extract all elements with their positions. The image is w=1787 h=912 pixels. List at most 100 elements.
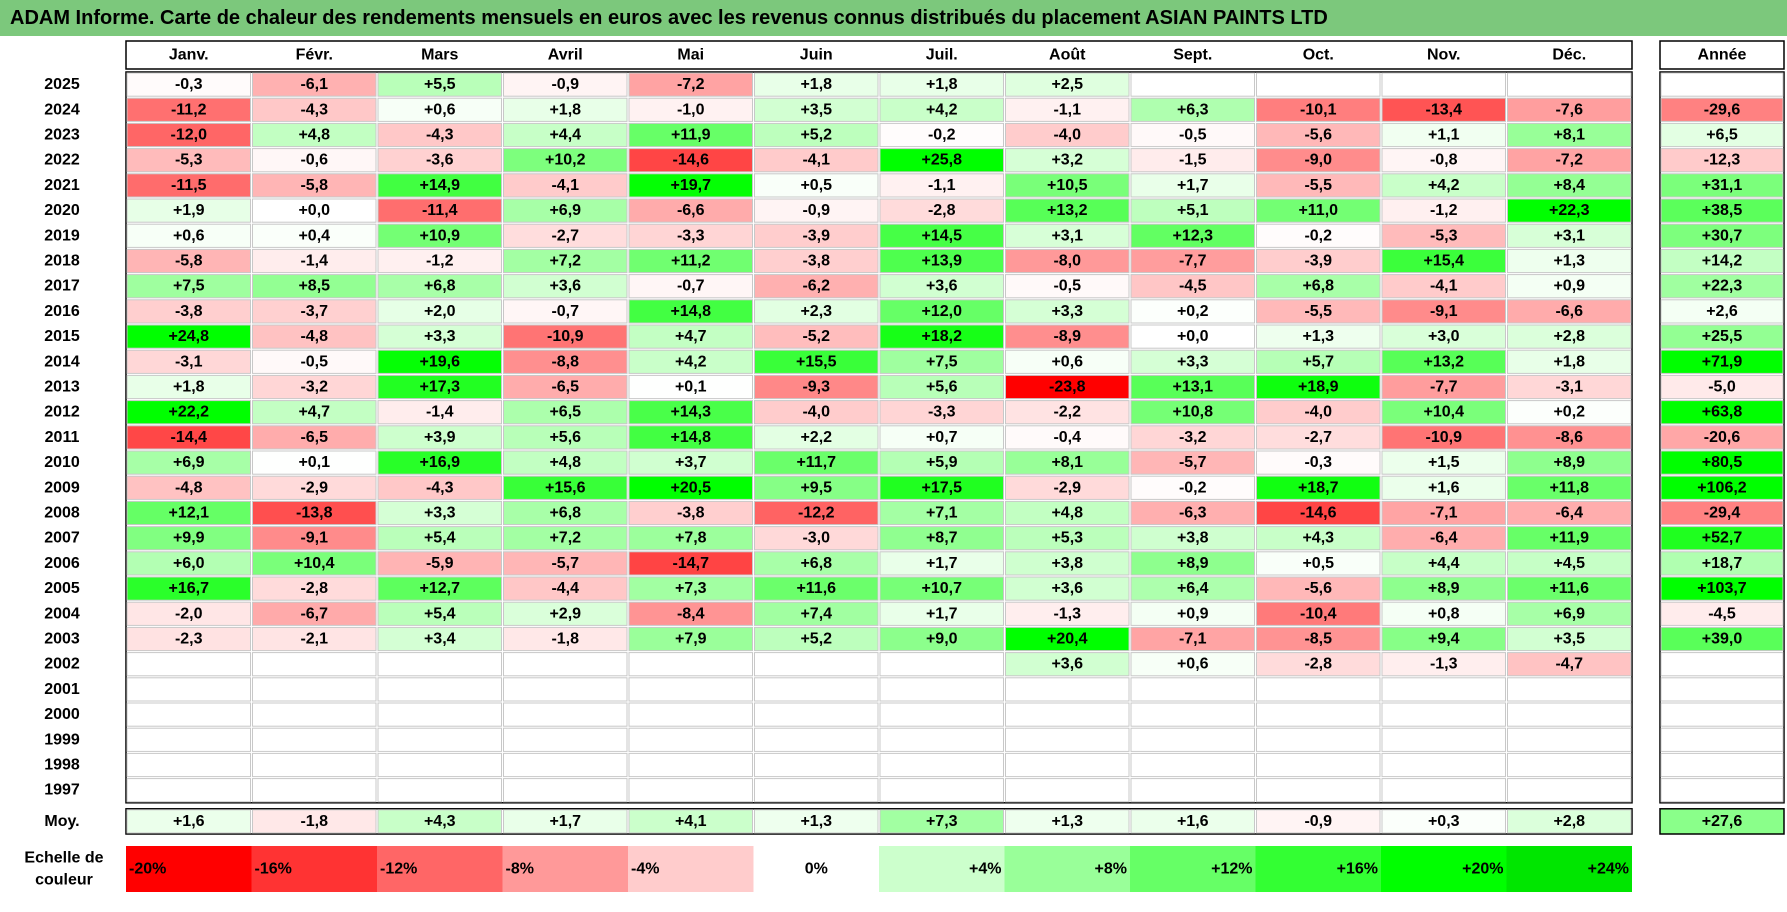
heatmap-cell bbox=[879, 626, 1004, 652]
cell-value: +8,9 bbox=[1177, 555, 1209, 572]
heatmap-cell bbox=[1381, 475, 1506, 500]
cell-value: -14,7 bbox=[673, 555, 710, 572]
average-value: +1,3 bbox=[1051, 813, 1083, 830]
cell-value: +15,5 bbox=[796, 353, 837, 370]
heatmap-cell bbox=[252, 778, 377, 803]
heatmap-cell bbox=[1130, 299, 1255, 324]
year-label-2011: 2011 bbox=[45, 429, 80, 446]
cell-value: +11,6 bbox=[796, 580, 836, 597]
cell-value: +7,2 bbox=[549, 253, 581, 270]
average-value: +1,6 bbox=[173, 813, 205, 830]
heatmap-cell bbox=[1256, 500, 1381, 526]
heatmap-cell bbox=[754, 752, 879, 778]
cell-value: -6,6 bbox=[1555, 303, 1583, 320]
heatmap-cell bbox=[628, 122, 753, 148]
cell-value: +1,5 bbox=[1428, 454, 1460, 471]
cell-value: +15,4 bbox=[1424, 253, 1465, 270]
average-cell bbox=[1256, 809, 1381, 834]
average-cell bbox=[503, 809, 628, 834]
heatmap-cell bbox=[628, 752, 753, 778]
annual-value: +30,7 bbox=[1702, 227, 1743, 244]
heatmap-cell bbox=[1381, 97, 1506, 122]
cell-value: +1,8 bbox=[173, 379, 205, 396]
month-header-5: Mai bbox=[677, 47, 704, 64]
cell-value: +7,1 bbox=[926, 505, 958, 522]
cell-value: -10,9 bbox=[547, 328, 584, 345]
cell-value: +6,5 bbox=[549, 404, 581, 421]
heatmap-cell bbox=[377, 324, 502, 349]
heatmap-cell bbox=[377, 72, 502, 97]
cell-value: -3,6 bbox=[426, 152, 454, 169]
month-header-1: Janv. bbox=[169, 47, 209, 64]
cell-value: +3,1 bbox=[1553, 227, 1585, 244]
heatmap-cell bbox=[1507, 198, 1632, 223]
heatmap-cell bbox=[252, 198, 377, 223]
heatmap-cell bbox=[1130, 727, 1255, 752]
annual-cell bbox=[1660, 526, 1784, 551]
heatmap-cell bbox=[754, 72, 879, 97]
cell-value: +3,6 bbox=[549, 278, 581, 295]
cell-value: -2,9 bbox=[1053, 479, 1081, 496]
year-label-2010: 2010 bbox=[44, 454, 80, 471]
heatmap-cell bbox=[754, 122, 879, 148]
heatmap-cell bbox=[252, 72, 377, 97]
cell-value: +3,9 bbox=[424, 429, 456, 446]
cell-value: -6,5 bbox=[300, 429, 328, 446]
heatmap-cell bbox=[1130, 677, 1255, 702]
heatmap-cell bbox=[754, 652, 879, 677]
cell-value: +14,8 bbox=[671, 303, 712, 320]
cell-value: -0,2 bbox=[1179, 479, 1207, 496]
heatmap-cell bbox=[1005, 652, 1130, 677]
heatmap-cell bbox=[126, 551, 251, 576]
heatmap-cell bbox=[503, 274, 628, 299]
heatmap-cell bbox=[377, 173, 502, 198]
month-header-11: Nov. bbox=[1427, 47, 1460, 64]
cell-value: -8,9 bbox=[1053, 328, 1081, 345]
heatmap-cell bbox=[1381, 122, 1506, 148]
average-cell bbox=[1507, 809, 1632, 834]
heatmap-cell bbox=[1130, 400, 1255, 425]
heatmap-cell bbox=[252, 274, 377, 299]
annual-value: +63,8 bbox=[1702, 404, 1743, 421]
heatmap-cell bbox=[754, 601, 879, 626]
cell-value: +20,4 bbox=[1047, 631, 1088, 648]
heatmap-cell bbox=[628, 500, 753, 526]
heatmap-cell bbox=[1005, 248, 1130, 274]
cell-value: +4,2 bbox=[675, 353, 707, 370]
heatmap-cell bbox=[252, 727, 377, 752]
cell-value: +10,9 bbox=[420, 227, 461, 244]
heatmap-cell bbox=[252, 652, 377, 677]
heatmap-cell bbox=[377, 223, 502, 248]
year-label-2003: 2003 bbox=[44, 631, 80, 648]
average-cell bbox=[377, 809, 502, 834]
heatmap-cell bbox=[1256, 652, 1381, 677]
average-value: +0,3 bbox=[1428, 813, 1460, 830]
cell-value: -4,5 bbox=[1179, 278, 1207, 295]
heatmap-cell bbox=[754, 324, 879, 349]
average-label: Moy. bbox=[44, 813, 79, 830]
heatmap-cell bbox=[1381, 148, 1506, 173]
cell-value: +3,6 bbox=[926, 278, 958, 295]
average-cell bbox=[126, 809, 251, 834]
heatmap-cell bbox=[1005, 778, 1130, 803]
cell-value: +20,5 bbox=[671, 479, 712, 496]
annual-value: +71,9 bbox=[1702, 353, 1743, 370]
cell-value: -5,5 bbox=[1304, 177, 1332, 194]
annual-cell bbox=[1660, 727, 1784, 752]
cell-value: +3,3 bbox=[424, 328, 456, 345]
heatmap-cell bbox=[1256, 400, 1381, 425]
heatmap-cell bbox=[503, 173, 628, 198]
heatmap-cell bbox=[1005, 425, 1130, 450]
cell-value: +6,9 bbox=[549, 202, 581, 219]
cell-value: +1,8 bbox=[1553, 353, 1585, 370]
cell-value: -1,2 bbox=[1430, 202, 1458, 219]
heatmap-cell bbox=[754, 425, 879, 450]
heatmap-cell bbox=[879, 475, 1004, 500]
cell-value: -0,6 bbox=[300, 152, 328, 169]
year-label-1999: 1999 bbox=[44, 731, 80, 748]
heatmap-cell bbox=[628, 274, 753, 299]
heatmap-cell bbox=[503, 223, 628, 248]
heatmap-cell bbox=[1507, 324, 1632, 349]
heatmap-cell bbox=[879, 601, 1004, 626]
heatmap-cell bbox=[1507, 374, 1632, 400]
